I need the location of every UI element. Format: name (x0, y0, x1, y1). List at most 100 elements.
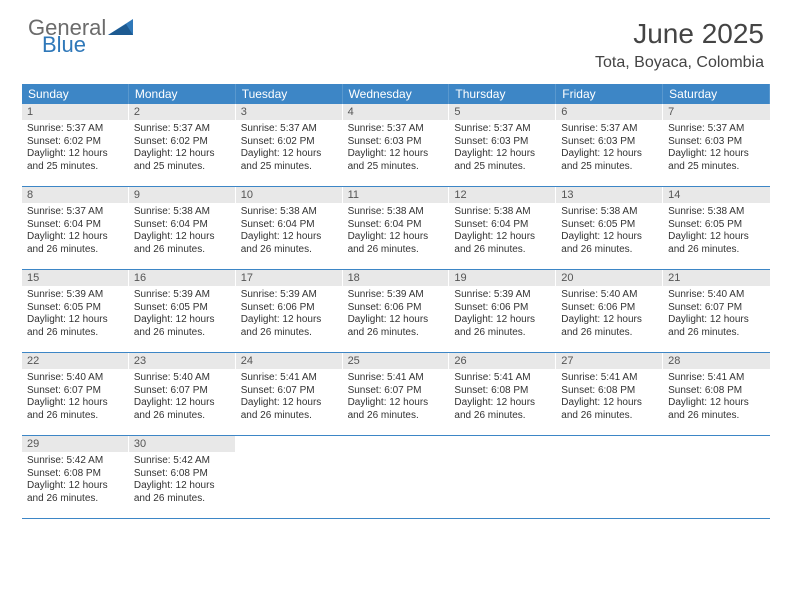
cell-body: Sunrise: 5:40 AMSunset: 6:07 PMDaylight:… (22, 369, 129, 426)
day-number: 15 (22, 270, 129, 286)
calendar-cell: 27Sunrise: 5:41 AMSunset: 6:08 PMDayligh… (556, 353, 663, 435)
calendar-cell: 18Sunrise: 5:39 AMSunset: 6:06 PMDayligh… (343, 270, 450, 352)
week-row: 29Sunrise: 5:42 AMSunset: 6:08 PMDayligh… (22, 436, 770, 519)
daylight-text: Daylight: 12 hours and 26 minutes. (241, 231, 338, 256)
sunset-text: Sunset: 6:07 PM (27, 385, 124, 398)
calendar-cell: 15Sunrise: 5:39 AMSunset: 6:05 PMDayligh… (22, 270, 129, 352)
calendar-cell: 13Sunrise: 5:38 AMSunset: 6:05 PMDayligh… (556, 187, 663, 269)
calendar-cell: 1Sunrise: 5:37 AMSunset: 6:02 PMDaylight… (22, 104, 129, 186)
day-number: 19 (449, 270, 556, 286)
sunrise-text: Sunrise: 5:38 AM (241, 206, 338, 219)
day-number: 22 (22, 353, 129, 369)
daylight-text: Daylight: 12 hours and 26 minutes. (27, 397, 124, 422)
sunset-text: Sunset: 6:06 PM (561, 302, 658, 315)
calendar-cell: 6Sunrise: 5:37 AMSunset: 6:03 PMDaylight… (556, 104, 663, 186)
day-number: 20 (556, 270, 663, 286)
sunrise-text: Sunrise: 5:37 AM (454, 123, 551, 136)
day-header: Thursday (449, 84, 556, 104)
daylight-text: Daylight: 12 hours and 26 minutes. (27, 231, 124, 256)
day-number: 13 (556, 187, 663, 203)
cell-body: Sunrise: 5:39 AMSunset: 6:06 PMDaylight:… (449, 286, 556, 343)
day-header: Monday (129, 84, 236, 104)
daylight-text: Daylight: 12 hours and 26 minutes. (348, 231, 445, 256)
sunset-text: Sunset: 6:04 PM (454, 219, 551, 232)
cell-body: Sunrise: 5:42 AMSunset: 6:08 PMDaylight:… (22, 452, 129, 509)
sunrise-text: Sunrise: 5:39 AM (241, 289, 338, 302)
daylight-text: Daylight: 12 hours and 26 minutes. (134, 231, 231, 256)
day-number: 27 (556, 353, 663, 369)
day-number: 2 (129, 104, 236, 120)
sunrise-text: Sunrise: 5:37 AM (27, 206, 124, 219)
sunrise-text: Sunrise: 5:42 AM (134, 455, 231, 468)
daylight-text: Daylight: 12 hours and 26 minutes. (561, 314, 658, 339)
daylight-text: Daylight: 12 hours and 26 minutes. (241, 314, 338, 339)
cell-body: Sunrise: 5:40 AMSunset: 6:07 PMDaylight:… (663, 286, 770, 343)
cell-body: Sunrise: 5:37 AMSunset: 6:02 PMDaylight:… (129, 120, 236, 177)
calendar-cell: 28Sunrise: 5:41 AMSunset: 6:08 PMDayligh… (663, 353, 770, 435)
sunset-text: Sunset: 6:04 PM (134, 219, 231, 232)
calendar-cell: 23Sunrise: 5:40 AMSunset: 6:07 PMDayligh… (129, 353, 236, 435)
day-number: 14 (663, 187, 770, 203)
page-header: General Blue June 2025 Tota, Boyaca, Col… (0, 0, 792, 78)
daylight-text: Daylight: 12 hours and 26 minutes. (668, 397, 765, 422)
calendar-cell: 19Sunrise: 5:39 AMSunset: 6:06 PMDayligh… (449, 270, 556, 352)
calendar-cell: 14Sunrise: 5:38 AMSunset: 6:05 PMDayligh… (663, 187, 770, 269)
sunset-text: Sunset: 6:08 PM (668, 385, 765, 398)
logo-text-blue: Blue (42, 35, 134, 56)
sunset-text: Sunset: 6:08 PM (454, 385, 551, 398)
sunset-text: Sunset: 6:03 PM (454, 136, 551, 149)
sunset-text: Sunset: 6:05 PM (134, 302, 231, 315)
calendar-cell: 4Sunrise: 5:37 AMSunset: 6:03 PMDaylight… (343, 104, 450, 186)
day-number: 5 (449, 104, 556, 120)
sunset-text: Sunset: 6:07 PM (241, 385, 338, 398)
day-number: 9 (129, 187, 236, 203)
daylight-text: Daylight: 12 hours and 25 minutes. (27, 148, 124, 173)
calendar-cell: 29Sunrise: 5:42 AMSunset: 6:08 PMDayligh… (22, 436, 129, 518)
sunrise-text: Sunrise: 5:38 AM (561, 206, 658, 219)
cell-body: Sunrise: 5:38 AMSunset: 6:04 PMDaylight:… (129, 203, 236, 260)
calendar-cell: 25Sunrise: 5:41 AMSunset: 6:07 PMDayligh… (343, 353, 450, 435)
cell-body: Sunrise: 5:41 AMSunset: 6:08 PMDaylight:… (449, 369, 556, 426)
cell-body: Sunrise: 5:38 AMSunset: 6:05 PMDaylight:… (663, 203, 770, 260)
cell-body: Sunrise: 5:37 AMSunset: 6:03 PMDaylight:… (343, 120, 450, 177)
day-number: 16 (129, 270, 236, 286)
cell-body: Sunrise: 5:37 AMSunset: 6:03 PMDaylight:… (556, 120, 663, 177)
calendar-cell (343, 436, 450, 518)
sunset-text: Sunset: 6:04 PM (27, 219, 124, 232)
calendar-cell: 24Sunrise: 5:41 AMSunset: 6:07 PMDayligh… (236, 353, 343, 435)
daylight-text: Daylight: 12 hours and 26 minutes. (348, 397, 445, 422)
cell-body: Sunrise: 5:38 AMSunset: 6:04 PMDaylight:… (449, 203, 556, 260)
daylight-text: Daylight: 12 hours and 25 minutes. (348, 148, 445, 173)
week-row: 15Sunrise: 5:39 AMSunset: 6:05 PMDayligh… (22, 270, 770, 353)
sunset-text: Sunset: 6:08 PM (134, 468, 231, 481)
calendar-cell (556, 436, 663, 518)
calendar-cell: 11Sunrise: 5:38 AMSunset: 6:04 PMDayligh… (343, 187, 450, 269)
calendar-cell: 10Sunrise: 5:38 AMSunset: 6:04 PMDayligh… (236, 187, 343, 269)
calendar-cell: 16Sunrise: 5:39 AMSunset: 6:05 PMDayligh… (129, 270, 236, 352)
sunrise-text: Sunrise: 5:37 AM (668, 123, 765, 136)
calendar-cell: 20Sunrise: 5:40 AMSunset: 6:06 PMDayligh… (556, 270, 663, 352)
day-number: 24 (236, 353, 343, 369)
sunset-text: Sunset: 6:03 PM (668, 136, 765, 149)
calendar-cell (449, 436, 556, 518)
day-number: 26 (449, 353, 556, 369)
cell-body: Sunrise: 5:39 AMSunset: 6:05 PMDaylight:… (22, 286, 129, 343)
day-number: 28 (663, 353, 770, 369)
sunset-text: Sunset: 6:05 PM (668, 219, 765, 232)
daylight-text: Daylight: 12 hours and 26 minutes. (668, 231, 765, 256)
month-title: June 2025 (595, 18, 764, 50)
sunset-text: Sunset: 6:05 PM (27, 302, 124, 315)
cell-body: Sunrise: 5:38 AMSunset: 6:05 PMDaylight:… (556, 203, 663, 260)
sunset-text: Sunset: 6:05 PM (561, 219, 658, 232)
day-number: 30 (129, 436, 236, 452)
sunset-text: Sunset: 6:02 PM (134, 136, 231, 149)
cell-body: Sunrise: 5:41 AMSunset: 6:07 PMDaylight:… (236, 369, 343, 426)
day-number: 4 (343, 104, 450, 120)
cell-body: Sunrise: 5:37 AMSunset: 6:04 PMDaylight:… (22, 203, 129, 260)
cell-body: Sunrise: 5:38 AMSunset: 6:04 PMDaylight:… (343, 203, 450, 260)
sunset-text: Sunset: 6:03 PM (348, 136, 445, 149)
sunset-text: Sunset: 6:04 PM (348, 219, 445, 232)
day-number: 12 (449, 187, 556, 203)
sunrise-text: Sunrise: 5:38 AM (668, 206, 765, 219)
cell-body: Sunrise: 5:41 AMSunset: 6:08 PMDaylight:… (663, 369, 770, 426)
